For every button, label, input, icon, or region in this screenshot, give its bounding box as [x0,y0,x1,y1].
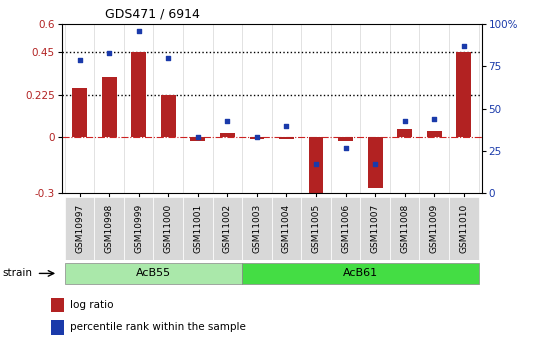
Text: GSM11010: GSM11010 [459,204,468,253]
Bar [131,52,146,137]
Text: GSM11005: GSM11005 [312,204,321,253]
Bar [456,52,471,137]
Text: GSM10999: GSM10999 [134,204,143,253]
Bar [279,137,294,139]
Bar [338,137,353,141]
FancyBboxPatch shape [301,197,331,260]
Point [430,116,438,121]
FancyBboxPatch shape [124,197,153,260]
Text: GSM10997: GSM10997 [75,204,84,253]
FancyBboxPatch shape [331,197,360,260]
Bar [51,320,64,335]
Text: AcB61: AcB61 [343,268,378,278]
FancyBboxPatch shape [390,197,420,260]
Point [194,135,202,140]
Point [341,145,350,150]
Point [371,162,379,167]
Text: GSM11006: GSM11006 [341,204,350,253]
Point [400,118,409,123]
Point [459,43,468,49]
Text: AcB55: AcB55 [136,268,171,278]
Text: GSM11000: GSM11000 [164,204,173,253]
FancyBboxPatch shape [94,197,124,260]
Bar [220,133,235,137]
Bar [72,88,87,137]
FancyBboxPatch shape [183,197,213,260]
Text: GSM11009: GSM11009 [430,204,438,253]
Text: strain: strain [3,268,33,278]
Bar [309,137,323,203]
Bar [51,298,64,312]
Text: GSM10998: GSM10998 [105,204,114,253]
Text: percentile rank within the sample: percentile rank within the sample [70,322,246,332]
Bar [102,77,117,137]
Bar [368,137,383,188]
Bar [397,129,412,137]
Point [75,57,84,62]
Bar [250,137,264,139]
Bar [190,137,205,141]
Point [223,118,232,123]
Point [164,55,173,61]
FancyBboxPatch shape [242,263,479,284]
FancyBboxPatch shape [242,197,272,260]
FancyBboxPatch shape [213,197,242,260]
Text: GSM11004: GSM11004 [282,204,291,253]
FancyBboxPatch shape [420,197,449,260]
Text: GSM11001: GSM11001 [193,204,202,253]
Bar [161,95,175,137]
FancyBboxPatch shape [272,197,301,260]
Text: GSM11002: GSM11002 [223,204,232,253]
FancyBboxPatch shape [65,263,242,284]
FancyBboxPatch shape [449,197,479,260]
FancyBboxPatch shape [65,197,94,260]
Point [253,135,261,140]
FancyBboxPatch shape [360,197,390,260]
Text: log ratio: log ratio [70,300,114,310]
Point [312,162,320,167]
Text: GSM11007: GSM11007 [371,204,380,253]
Text: GSM11003: GSM11003 [252,204,261,253]
Point [282,123,291,128]
Point [105,50,114,56]
Point [134,28,143,34]
FancyBboxPatch shape [153,197,183,260]
Bar [427,131,442,137]
Text: GSM11008: GSM11008 [400,204,409,253]
Text: GDS471 / 6914: GDS471 / 6914 [105,8,200,21]
